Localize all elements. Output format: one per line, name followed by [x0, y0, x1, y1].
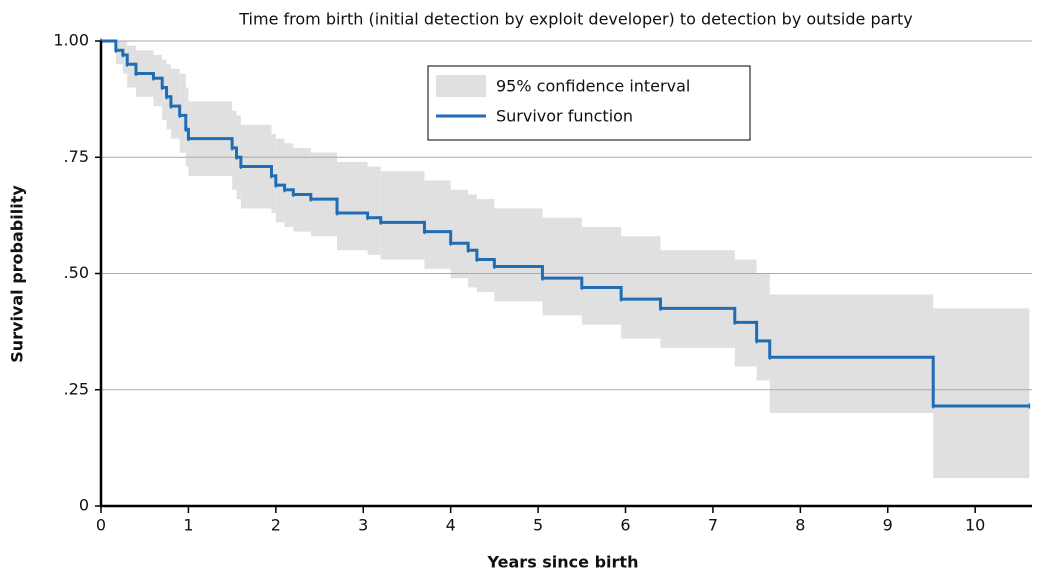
x-tick-label: 4 [446, 516, 456, 535]
y-tick-label: 0 [79, 496, 89, 515]
confidence-band [581, 227, 622, 325]
x-tick-label: 1 [183, 516, 193, 535]
confidence-band [122, 41, 128, 74]
legend-label: Survivor function [496, 107, 633, 126]
x-tick-label: 3 [358, 516, 368, 535]
x-tick-label: 5 [533, 516, 543, 535]
confidence-band [933, 308, 1030, 479]
x-tick-label: 2 [271, 516, 281, 535]
y-tick-label: .25 [64, 379, 89, 398]
confidence-band [115, 41, 123, 65]
x-tick-label: 9 [883, 516, 893, 535]
x-tick-label: 10 [965, 516, 985, 535]
y-tick-label: .75 [64, 147, 89, 166]
confidence-band [494, 208, 543, 302]
confidence-band [275, 138, 285, 223]
grid-group [101, 40, 1032, 391]
x-tick-label: 0 [96, 516, 106, 535]
x-tick-label: 7 [708, 516, 718, 535]
confidence-band [367, 166, 381, 255]
confidence-band [293, 147, 311, 232]
confidence-band [153, 54, 163, 107]
line-group [100, 38, 1031, 409]
y-axis-title: Survival probability [8, 185, 27, 363]
confidence-band [734, 259, 757, 367]
confidence-band [127, 45, 136, 88]
confidence-band [337, 161, 368, 251]
y-tick-label: 1.00 [53, 31, 89, 50]
x-tick-label: 8 [795, 516, 805, 535]
confidence-band [769, 294, 934, 413]
x-axis-title: Years since birth [487, 553, 639, 572]
x-tick-label: 6 [620, 516, 630, 535]
confidence-band [621, 236, 661, 339]
legend-swatch [436, 75, 486, 97]
confidence-band [271, 134, 276, 214]
confidence-band [284, 143, 294, 227]
legend-label: 95% confidence interval [496, 77, 690, 96]
legend: 95% confidence interval Survivor function [427, 65, 751, 141]
chart-title: Time from birth (initial detection by ex… [238, 10, 912, 29]
confidence-band [468, 194, 477, 288]
confidence-band [380, 171, 425, 260]
y-tick-label: .50 [64, 263, 89, 282]
confidence-band [660, 250, 735, 348]
confidence-band [476, 199, 495, 293]
confidence-band [232, 110, 237, 190]
confidence-band [170, 68, 180, 139]
confidence-band [162, 59, 167, 121]
confidence-band [310, 152, 338, 237]
confidence-band [450, 189, 469, 279]
confidence-band [756, 273, 770, 381]
confidence-band [542, 217, 582, 316]
confidence-band [424, 180, 451, 269]
confidence-band [179, 73, 186, 153]
